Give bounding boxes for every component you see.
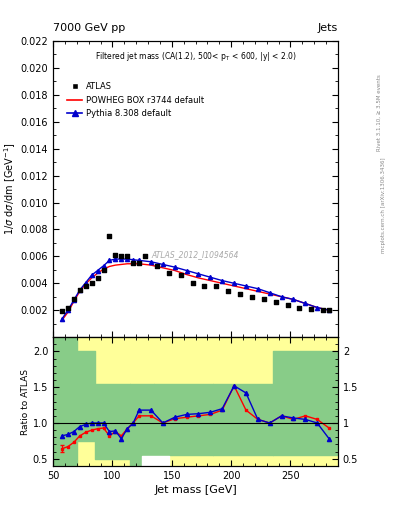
Point bbox=[285, 301, 291, 309]
Point bbox=[261, 295, 267, 304]
Point bbox=[136, 259, 142, 267]
Point bbox=[272, 298, 279, 306]
Point bbox=[249, 293, 255, 301]
Point bbox=[201, 282, 208, 290]
Point bbox=[112, 251, 119, 259]
Point bbox=[308, 305, 314, 313]
Point bbox=[189, 279, 196, 287]
Point bbox=[154, 262, 160, 270]
Point bbox=[88, 279, 95, 287]
Point bbox=[166, 268, 172, 276]
Point bbox=[100, 266, 107, 274]
X-axis label: Jet mass [GeV]: Jet mass [GeV] bbox=[154, 485, 237, 495]
Text: Filtered jet mass (CA(1.2), 500< $\mathregular{p_T}$ < 600, |y| < 2.0): Filtered jet mass (CA(1.2), 500< $\mathr… bbox=[95, 50, 296, 63]
Y-axis label: Ratio to ATLAS: Ratio to ATLAS bbox=[21, 369, 30, 435]
Point bbox=[320, 306, 326, 314]
Point bbox=[83, 282, 89, 290]
Point bbox=[213, 282, 219, 290]
Text: Rivet 3.1.10, ≥ 3.5M events: Rivet 3.1.10, ≥ 3.5M events bbox=[377, 74, 382, 151]
Point bbox=[71, 295, 77, 304]
Point bbox=[65, 304, 71, 312]
Point bbox=[296, 304, 303, 312]
Point bbox=[142, 252, 148, 261]
Point bbox=[94, 274, 101, 282]
Point bbox=[130, 259, 136, 267]
Text: mcplots.cern.ch [arXiv:1306.3436]: mcplots.cern.ch [arXiv:1306.3436] bbox=[381, 157, 386, 252]
Text: Jets: Jets bbox=[318, 23, 338, 33]
Text: ATLAS_2012_I1094564: ATLAS_2012_I1094564 bbox=[152, 250, 239, 259]
Point bbox=[77, 286, 83, 294]
Point bbox=[106, 232, 112, 240]
Point bbox=[237, 290, 243, 298]
Point bbox=[59, 307, 65, 315]
Point bbox=[118, 252, 125, 261]
Y-axis label: 1/$\sigma$ d$\sigma$/dm $[\mathregular{GeV^{-1}}]$: 1/$\sigma$ d$\sigma$/dm $[\mathregular{G… bbox=[2, 143, 18, 236]
Text: 7000 GeV pp: 7000 GeV pp bbox=[53, 23, 125, 33]
Point bbox=[124, 252, 130, 261]
Point bbox=[225, 287, 231, 295]
Point bbox=[326, 306, 332, 314]
Point bbox=[178, 271, 184, 280]
Legend: ATLAS, POWHEG BOX r3744 default, Pythia 8.308 default: ATLAS, POWHEG BOX r3744 default, Pythia … bbox=[66, 81, 206, 119]
